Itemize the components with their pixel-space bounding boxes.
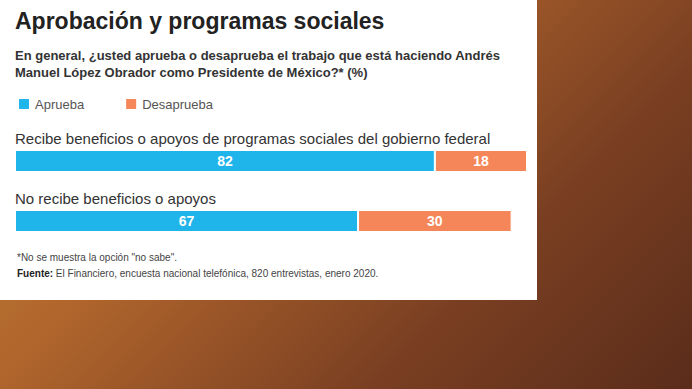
svg-text:Recibe beneficios o apoyos de: Recibe beneficios o apoyos de programas … <box>15 130 490 147</box>
svg-text:Fuente:: Fuente: <box>17 268 53 279</box>
svg-text:*No se muestra la opción "no s: *No se muestra la opción "no sabe". <box>17 252 177 263</box>
svg-text:Aprueba: Aprueba <box>35 97 85 112</box>
svg-text:Desaprueba: Desaprueba <box>142 97 214 112</box>
svg-text:Aprobación y programas sociale: Aprobación y programas sociales <box>15 8 384 34</box>
svg-text:67: 67 <box>179 213 195 229</box>
svg-text:18: 18 <box>473 153 489 169</box>
svg-text:En general, ¿usted aprueba o d: En general, ¿usted aprueba o desaprueba … <box>15 48 504 63</box>
svg-text:El Financiero, encuesta nacion: El Financiero, encuesta nacional telefón… <box>53 268 378 279</box>
svg-text:Manuel López Obrador como Pres: Manuel López Obrador como Presidente de … <box>15 65 368 80</box>
svg-text:82: 82 <box>217 153 233 169</box>
svg-text:No recibe beneficios o apoyos: No recibe beneficios o apoyos <box>15 190 216 207</box>
svg-text:30: 30 <box>427 213 443 229</box>
